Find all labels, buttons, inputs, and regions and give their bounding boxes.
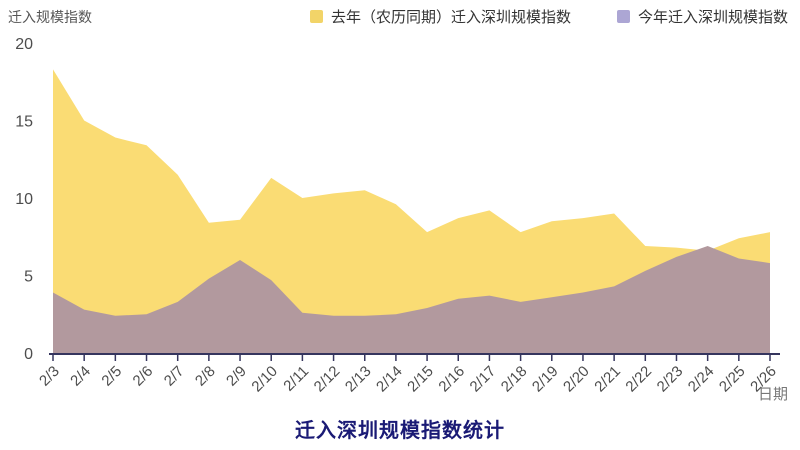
legend-item-last-year: 去年（农历同期）迁入深圳规模指数 [309, 6, 571, 27]
y-tick-label: 0 [24, 346, 33, 363]
x-tick-label: 2/10 [248, 363, 281, 396]
x-tick-label: 2/9 [223, 363, 250, 390]
x-tick-label: 2/14 [373, 363, 406, 396]
x-tick-label: 2/23 [654, 363, 687, 396]
x-tick-label: 2/19 [529, 363, 562, 396]
legend-label-last-year: 去年（农历同期）迁入深圳规模指数 [330, 9, 571, 26]
y-tick-label: 15 [15, 114, 33, 131]
x-tick-label: 2/8 [192, 363, 219, 390]
x-tick-label: 2/3 [36, 363, 63, 390]
legend-item-this-year: 今年迁入深圳规模指数 [616, 6, 788, 27]
x-tick-label: 2/21 [591, 363, 624, 396]
x-tick-label: 2/20 [560, 363, 593, 396]
area-series-1 [53, 246, 770, 353]
x-tick-label: 2/17 [467, 363, 500, 396]
x-tick-label: 2/13 [342, 363, 375, 396]
x-tick-label: 2/25 [716, 363, 749, 396]
x-tick-label: 2/16 [435, 363, 468, 396]
chart-title: 迁入深圳规模指数统计 [295, 420, 505, 442]
legend: 去年（农历同期）迁入深圳规模指数 今年迁入深圳规模指数 [309, 6, 788, 27]
x-tick-label: 2/24 [685, 363, 718, 396]
y-axis-title: 迁入规模指数 [8, 9, 92, 25]
legend-label-this-year: 今年迁入深圳规模指数 [637, 9, 788, 26]
x-tick-label: 2/4 [67, 363, 94, 390]
x-tick-label: 2/22 [622, 363, 655, 396]
x-tick-label: 2/12 [311, 363, 344, 396]
x-tick-label: 2/6 [130, 363, 157, 390]
x-tick-label: 2/7 [161, 363, 188, 390]
y-tick-label: 5 [24, 269, 33, 286]
legend-swatch-last-year-icon [309, 10, 323, 23]
y-tick-label: 20 [15, 36, 33, 53]
x-tick-label: 2/18 [498, 363, 531, 396]
x-tick-label: 2/11 [280, 363, 312, 395]
legend-swatch-this-year-icon [616, 10, 630, 23]
x-axis-unit-label: 日期 [758, 386, 789, 403]
x-tick-label: 2/15 [404, 363, 437, 396]
y-tick-label: 10 [15, 191, 33, 208]
x-tick-label: 2/5 [98, 363, 125, 390]
